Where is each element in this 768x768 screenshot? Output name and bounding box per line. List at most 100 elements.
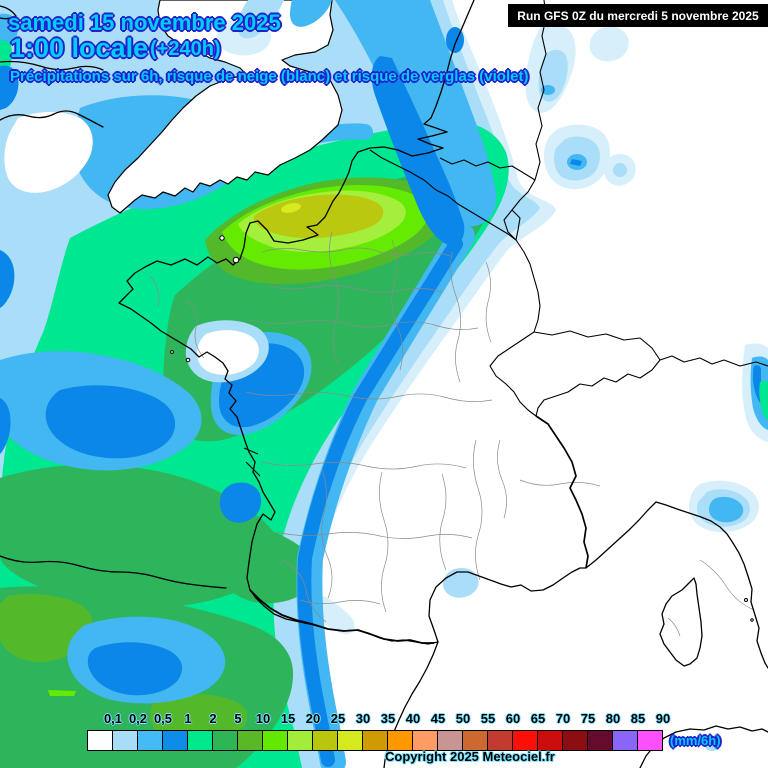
forecast-date: samedi 15 novembre 2025	[8, 10, 281, 35]
wales-coastline	[0, 60, 104, 71]
run-info-banner: Run GFS 0Z du mercredi 5 novembre 2025	[508, 4, 768, 27]
precip-band-19	[297, 237, 463, 767]
legend-cell	[287, 730, 313, 751]
precip-area-15	[48, 690, 76, 696]
precip-core-14	[281, 203, 301, 213]
legend-cell	[512, 730, 538, 751]
legend-tick: 45	[430, 711, 446, 726]
forecast-offset: (+240h)	[150, 38, 221, 60]
precip-area-05	[0, 464, 279, 608]
legend-tick: 25	[330, 711, 346, 726]
precip-blob-45	[541, 85, 555, 95]
precip-area-20	[371, 56, 465, 246]
jersey-island	[232, 256, 240, 264]
continental-coastline	[118, 0, 768, 669]
legend-cell	[212, 730, 238, 751]
belle-ile-island	[185, 357, 191, 363]
forecast-time: 1:00 locale	[10, 33, 149, 63]
precip-area-42	[290, 0, 332, 27]
legend-cell	[387, 730, 413, 751]
legend-tick: 85	[630, 711, 646, 726]
clear-patch-37	[4, 112, 93, 193]
legend-cell	[462, 730, 488, 751]
country-borders	[369, 0, 768, 417]
switzerland-italy-border	[535, 359, 661, 417]
legend-tick: 10	[255, 711, 271, 726]
legend-cell	[537, 730, 563, 751]
legend-tick: 5	[234, 711, 242, 726]
legend-cell	[612, 730, 638, 751]
precip-blob-55	[753, 365, 761, 404]
legend-cell	[362, 730, 388, 751]
legend-tick: 0,1	[103, 711, 123, 726]
department-borders	[149, 231, 755, 637]
legend-cell	[137, 730, 163, 751]
precip-blob-50	[570, 159, 582, 166]
legend-tick: 20	[305, 711, 321, 726]
legend-tick: 55	[480, 711, 496, 726]
legend-tick: 70	[555, 711, 571, 726]
elba-island	[744, 598, 748, 602]
precip-area-06	[214, 520, 317, 604]
legend-cell	[562, 730, 588, 751]
precip-area-29	[0, 398, 11, 454]
spain-north-coastline	[0, 555, 227, 589]
netherlands-germany-border	[534, 0, 547, 181]
precip-area-32	[0, 250, 15, 308]
belgium-netherlands-border	[439, 157, 536, 181]
legend-cell	[87, 730, 113, 751]
legend-tick: 75	[580, 711, 596, 726]
legend-cell	[312, 730, 338, 751]
legend-cell	[337, 730, 363, 751]
corsica-coastline	[659, 577, 703, 667]
precip-area-31	[87, 642, 183, 696]
england-landmass	[107, 0, 343, 214]
france-germany-border	[515, 239, 541, 333]
groix-island	[170, 350, 174, 354]
luxembourg-border	[511, 209, 521, 241]
tuscan-island	[750, 618, 754, 622]
france-belgium-border	[369, 149, 517, 241]
precip-blob-61	[705, 741, 719, 751]
precip-area-41	[238, 0, 284, 39]
oleron-island	[245, 461, 261, 477]
legend-scale	[87, 730, 663, 751]
legend-cell	[587, 730, 613, 751]
legend-cell	[262, 730, 288, 751]
copyright-label: Copyright 2025 Meteociel.fr	[385, 749, 555, 764]
legend-tick: 90	[655, 711, 671, 726]
legend-tick: 30	[355, 711, 371, 726]
islands	[170, 235, 754, 622]
precip-area-36	[0, 65, 19, 110]
legend-tick: 65	[530, 711, 546, 726]
precip-blob-46	[589, 26, 629, 62]
legend-cell	[412, 730, 438, 751]
precip-blob-59	[708, 496, 744, 523]
bristol-coastline	[0, 110, 104, 128]
legend-tick: 40	[405, 711, 421, 726]
legend-cell	[637, 730, 663, 751]
legend-cell	[187, 730, 213, 751]
legend-tick: 15	[280, 711, 296, 726]
legend-tick: 0,2	[128, 711, 148, 726]
legend-cell	[162, 730, 188, 751]
pyrenees-border	[249, 589, 434, 644]
legend-cell	[437, 730, 463, 751]
precip-blob-52	[613, 163, 627, 177]
legend-tick: 80	[605, 711, 621, 726]
legend-tick: 1	[184, 711, 192, 726]
legend-tick: 0,5	[153, 711, 173, 726]
clear-patch-39	[197, 330, 259, 375]
precip-area-28	[45, 385, 176, 459]
legend-unit: (mm/6h)	[670, 733, 721, 748]
switzerland-north-border	[533, 330, 661, 361]
precip-blob-56	[759, 380, 768, 420]
austria-border	[659, 355, 768, 367]
ireland-corner-coastline	[0, 5, 17, 20]
legend-tick: 35	[380, 711, 396, 726]
legend-tick: 60	[505, 711, 521, 726]
legend-tick: 50	[455, 711, 471, 726]
france-switzerland-border	[489, 331, 537, 417]
legend-cell	[112, 730, 138, 751]
